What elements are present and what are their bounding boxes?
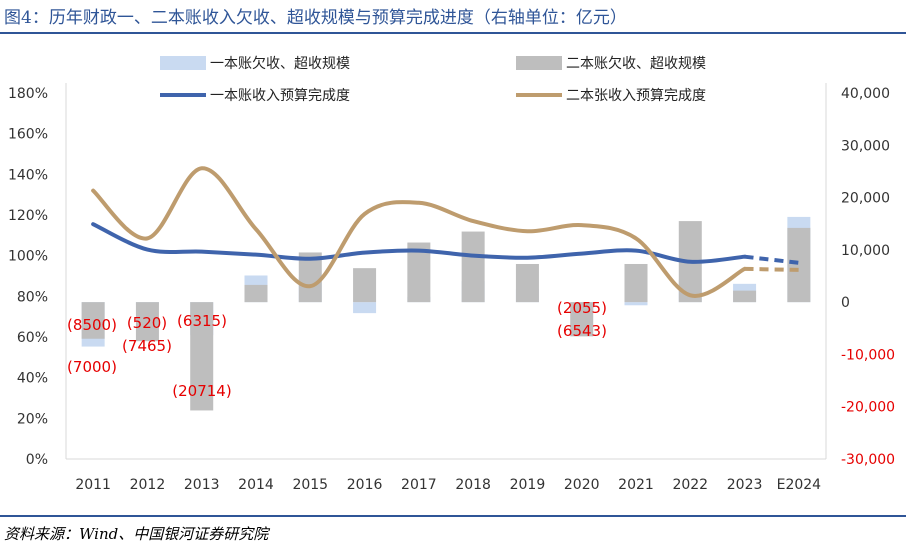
legend-general-line-label: 一本账收入预算完成度 xyxy=(210,88,350,104)
fund-bar xyxy=(570,302,594,337)
title-divider xyxy=(0,32,906,34)
y-right-tick-label: 40,000 xyxy=(841,86,890,102)
fund-bar xyxy=(244,284,268,303)
fund-bar xyxy=(733,290,757,303)
legend-fund-bar-label: 二本账欠收、超收规模 xyxy=(566,56,706,72)
footer-divider xyxy=(0,515,906,517)
x-tick-label: 2020 xyxy=(564,477,600,493)
y-right-tick-label: -10,000 xyxy=(841,347,895,363)
source-note: 资料来源：Wind、中国银河证券研究院 xyxy=(4,525,269,543)
fund-bar xyxy=(787,227,811,303)
y-left-tick-label: 80% xyxy=(17,289,48,305)
general-bar xyxy=(353,302,377,314)
x-tick-label: 2017 xyxy=(401,477,437,493)
fund-completion-line-forecast xyxy=(744,266,799,272)
data-label: (520) xyxy=(127,314,167,332)
fund-bar xyxy=(298,252,322,303)
data-label: (7000) xyxy=(67,358,117,376)
y-left-tick-label: 20% xyxy=(17,411,48,427)
x-tick-label: 2022 xyxy=(672,477,708,493)
y-right-tick-label: -20,000 xyxy=(841,400,895,416)
y-right-tick-label: 20,000 xyxy=(841,191,890,207)
x-tick-label: 2013 xyxy=(184,477,220,493)
fund-bar xyxy=(353,268,377,303)
y-right-tick-label: 0 xyxy=(841,295,850,311)
data-label: (7465) xyxy=(122,337,172,355)
general-bar xyxy=(624,302,648,306)
y-right-tick-label: -30,000 xyxy=(841,452,895,468)
general-completion-line xyxy=(91,222,747,264)
y-left-tick-label: 180% xyxy=(8,86,48,102)
fund-bar xyxy=(624,263,648,303)
fund-bar xyxy=(515,263,539,303)
y-left-tick-label: 120% xyxy=(8,208,48,224)
y-left-tick-label: 160% xyxy=(8,127,48,143)
x-tick-label: 2016 xyxy=(347,477,383,493)
legend-fund-line-label: 二本张收入预算完成度 xyxy=(566,88,706,104)
legend-general-bar-swatch xyxy=(160,56,206,70)
x-tick-label: 2023 xyxy=(727,477,763,493)
y-left-tick-label: 140% xyxy=(8,167,48,183)
x-tick-label: 2014 xyxy=(238,477,274,493)
chart: 0% 20% 40% 60% 80% 100% 120% 140% 160% 180% -30,00… xyxy=(8,56,895,493)
y-left-tick-label: 100% xyxy=(8,249,48,265)
fund-bar xyxy=(81,302,105,339)
x-tick-label: 2019 xyxy=(510,477,546,493)
x-tick-label: 2012 xyxy=(130,477,166,493)
legend-general-bar-label: 一本账欠收、超收规模 xyxy=(210,56,350,72)
data-label: (6315) xyxy=(177,312,227,330)
chart-title: 图4：历年财政一、二本账收入欠收、超收规模与预算完成进度（右轴单位：亿元） xyxy=(4,8,627,28)
data-label: (8500) xyxy=(67,316,117,334)
data-label: (20714) xyxy=(172,382,231,400)
y-left-tick-label: 60% xyxy=(17,330,48,346)
y-right-tick-label: 10,000 xyxy=(841,243,890,259)
x-tick-label: 2018 xyxy=(455,477,491,493)
y-left-tick-label: 0% xyxy=(26,452,48,468)
fund-bar xyxy=(407,242,431,303)
fund-bar xyxy=(190,302,214,411)
x-tick-label: 2011 xyxy=(75,477,111,493)
y-left-tick-label: 40% xyxy=(17,371,48,387)
x-tick-label: 2015 xyxy=(292,477,328,493)
y-right-tick-label: 30,000 xyxy=(841,138,890,154)
fund-completion-line xyxy=(91,166,747,298)
fund-bar xyxy=(461,231,485,303)
fund-bar xyxy=(135,302,159,342)
data-label: (6543) xyxy=(557,322,607,340)
x-tick-label: E2024 xyxy=(777,477,822,493)
general-completion-line-forecast xyxy=(744,254,800,265)
data-label: (2055) xyxy=(557,299,607,317)
legend-fund-bar-swatch xyxy=(516,56,562,70)
x-tick-label: 2021 xyxy=(618,477,654,493)
